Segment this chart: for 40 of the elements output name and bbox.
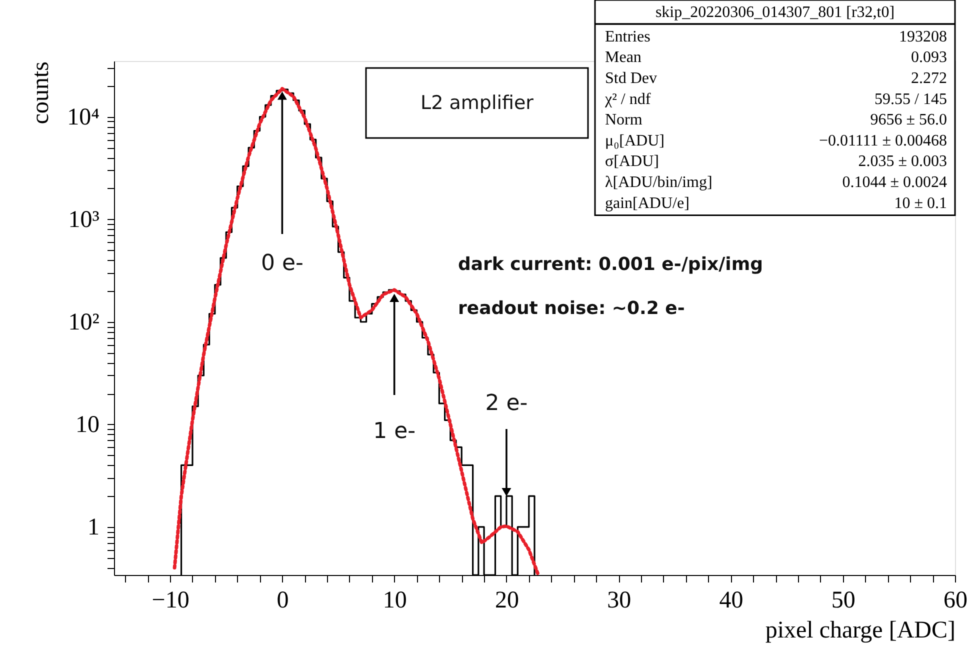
x-tick-label: 10	[382, 588, 407, 614]
y-tick-label: 10²	[68, 309, 100, 336]
annotation: −0.01111 ± 0.00468	[818, 132, 947, 150]
y-axis-title: counts	[28, 62, 54, 124]
annotation: 59.55 / 145	[874, 90, 947, 108]
x-tick-label: −10	[152, 588, 190, 614]
text: Entries	[605, 28, 650, 46]
annotation: Std Dev	[605, 70, 657, 87]
x-tick-label: 40	[719, 588, 744, 614]
y-tick-label: 10³	[68, 206, 100, 233]
annotation: Mean	[605, 49, 642, 66]
y-tick-label: 1	[88, 514, 100, 540]
x-tick-label: 20	[494, 588, 519, 614]
x-tick-label: 50	[831, 588, 856, 614]
x-tick-label: 0	[276, 588, 289, 614]
annotation: 2.035 ± 0.003	[858, 153, 947, 170]
annotation: σ[ADU]	[605, 153, 659, 170]
annotation: 2.272	[911, 70, 947, 87]
annotation: 0.093	[911, 49, 947, 66]
annotation: 10 ± 0.1	[894, 194, 947, 212]
x-tick-label: 60	[944, 588, 968, 614]
x-axis-title: pixel charge [ADC]	[765, 618, 956, 644]
annotation: 9656 ± 56.0	[870, 112, 947, 129]
annotation: 0 e-	[260, 251, 304, 276]
annotation: 0.1044 ± 0.0024	[842, 174, 947, 191]
annotation: 1 e-	[373, 419, 416, 444]
y-tick-label: 10	[76, 412, 100, 438]
annotation: Norm	[605, 112, 643, 129]
text: skip_20220306_014307_801 [r32,t0]	[655, 4, 895, 21]
annotation: μ₀[ADU]	[605, 132, 664, 150]
annotation: gain[ADU/e]	[605, 194, 690, 212]
y-tick-label: 10⁴	[67, 104, 100, 130]
annotation: 2 e-	[485, 391, 528, 416]
annotation: L2 amplifier	[420, 92, 534, 114]
annotation: readout noise: ~0.2 e-	[458, 298, 685, 319]
annotation: dark current: 0.001 e-/pix/img	[458, 254, 763, 275]
text: 193208	[899, 28, 947, 46]
annotation: χ² / ndf	[604, 90, 652, 108]
x-tick-label: 30	[607, 588, 632, 614]
annotation: λ[ADU/bin/img]	[605, 174, 712, 191]
